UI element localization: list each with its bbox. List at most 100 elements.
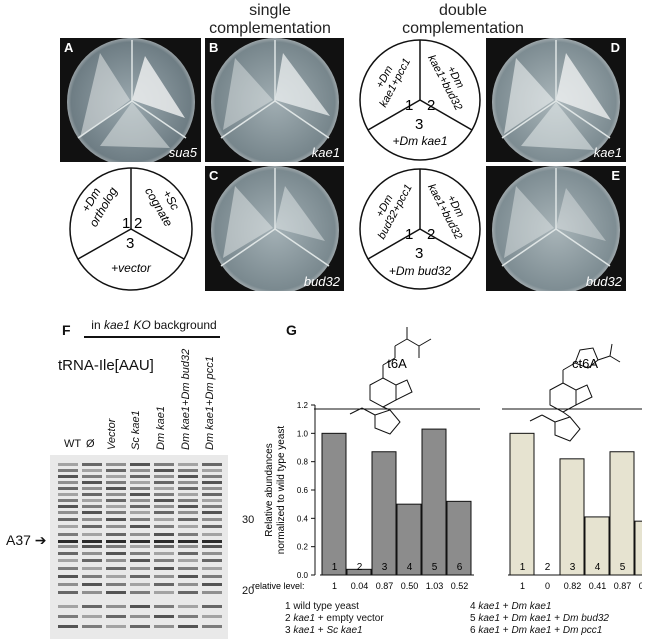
- relative-abundance-chart: 0.0 0.2 0.4 0.6 0.8 1.0 1.2 Relative abundances…: [252, 327, 642, 591]
- gel-band: [130, 481, 150, 484]
- gel-band: [130, 499, 150, 502]
- panel-label-a: A: [64, 40, 74, 55]
- gel-band: [130, 591, 150, 594]
- bar-number: 3: [382, 562, 388, 573]
- gel-band: [58, 493, 78, 496]
- gel-band: [106, 583, 126, 586]
- gel-band: [130, 475, 150, 478]
- gel-band: [178, 463, 198, 466]
- y-tick-label: 0.2: [297, 543, 309, 552]
- gel-band: [154, 487, 174, 490]
- gel-band: [130, 493, 150, 496]
- gel-band: [130, 540, 150, 543]
- gel-band: [178, 493, 198, 496]
- value-label: 0.52: [451, 581, 469, 591]
- plate-c-image: [211, 166, 339, 291]
- legend-text: Dm pcc1: [562, 625, 603, 636]
- plate-c-strain: bud32: [303, 274, 340, 289]
- gel-band: [82, 575, 102, 578]
- panel-label-c: C: [209, 168, 219, 183]
- gel-band: [202, 493, 222, 496]
- legend-text: +: [500, 613, 512, 624]
- legend-item-1: 1 wild type yeast: [285, 601, 359, 612]
- gel-band: [178, 499, 198, 502]
- double-top-seg2-number: 2: [427, 97, 435, 114]
- y-tick-label: 0.4: [297, 514, 309, 523]
- plate-e: E bud32: [486, 166, 626, 291]
- gel-band: [154, 475, 174, 478]
- gel-band: [202, 583, 222, 586]
- gel-band: [154, 540, 174, 543]
- group-title: t6A: [387, 356, 407, 371]
- y-axis-label: Relative abundances: [264, 443, 275, 536]
- y-tick-label: 0.0: [297, 571, 309, 580]
- y-tick-label: 1.0: [297, 429, 309, 438]
- legend-text: +: [500, 601, 512, 612]
- double-bottom-seg1-number: 1: [405, 226, 413, 243]
- gel-band: [106, 505, 126, 508]
- single-seg3-number: 3: [126, 235, 134, 252]
- gel-band: [154, 575, 174, 578]
- lane-label-empty: Ø: [86, 438, 95, 450]
- gel-band: [154, 559, 174, 562]
- legend-item-2: 2 kae1 + empty vector: [285, 613, 384, 624]
- gel-band: [106, 559, 126, 562]
- gel-band: [130, 575, 150, 578]
- y-tick-label: 1.2: [297, 401, 309, 410]
- gel-background-bracket: [84, 336, 220, 338]
- gel-band: [178, 487, 198, 490]
- lane-label-vector: Vector: [106, 418, 118, 450]
- value-label: 0.87: [376, 581, 394, 591]
- gel-band: [82, 545, 102, 548]
- bar: [634, 520, 642, 576]
- gel-band: [202, 567, 222, 570]
- gel-band: [106, 552, 126, 555]
- gel-band: [106, 511, 126, 514]
- legend-text: kae1: [293, 613, 316, 624]
- y-tick-label: 0.6: [297, 486, 309, 495]
- gel-band: [82, 493, 102, 496]
- gel-band: [106, 625, 126, 628]
- y-axis-label: normalized to wild type yeast: [276, 426, 287, 555]
- gel-band: [130, 545, 150, 548]
- plate-b: B kae1: [205, 38, 344, 162]
- gel-band: [178, 625, 198, 628]
- legend-text: + empty vector: [315, 613, 384, 624]
- panel-label-e: E: [611, 168, 620, 183]
- legend-text: 5: [470, 613, 479, 624]
- value-label: 1: [520, 581, 525, 591]
- gel-band: [58, 540, 78, 543]
- gel-band: [58, 463, 78, 466]
- y-tick-label: 0.8: [297, 458, 309, 467]
- gel-band: [58, 552, 78, 555]
- bar: [321, 432, 347, 576]
- value-label: 1: [332, 581, 337, 591]
- legend-text: +: [551, 625, 563, 636]
- bar: [509, 432, 535, 576]
- bar: [559, 458, 585, 576]
- gel-band: [58, 533, 78, 536]
- gel-band: [130, 559, 150, 562]
- gel-band: [58, 469, 78, 472]
- gel-band: [202, 545, 222, 548]
- gel-band: [202, 518, 222, 521]
- gel-band: [58, 559, 78, 562]
- gel-band: [178, 583, 198, 586]
- gel-band: [82, 625, 102, 628]
- gel-band: [106, 475, 126, 478]
- gel-band: [202, 505, 222, 508]
- plate-d-image: [492, 38, 620, 162]
- plate-layout-diagram-double-bottom: +Dm bud32+pcc1 +Dm kae1+bud32 1 2 3 +Dm …: [359, 168, 481, 290]
- legend-text: kae1: [293, 625, 316, 636]
- gel-band: [82, 469, 102, 472]
- legend-text: Dm kae1: [511, 613, 552, 624]
- gel-band: [106, 493, 126, 496]
- gel-band: [202, 487, 222, 490]
- plate-layout-diagram-single: +Dm ortholog +Sc cognate 1 2 3 +vector: [69, 167, 193, 291]
- gel-band: [58, 575, 78, 578]
- legend-item-5: 5 kae1 + Dm kae1 + Dm bud32: [470, 613, 609, 624]
- gel-band: [82, 605, 102, 608]
- gel-band: [178, 545, 198, 548]
- gel-band: [202, 499, 222, 502]
- bar: [609, 451, 635, 576]
